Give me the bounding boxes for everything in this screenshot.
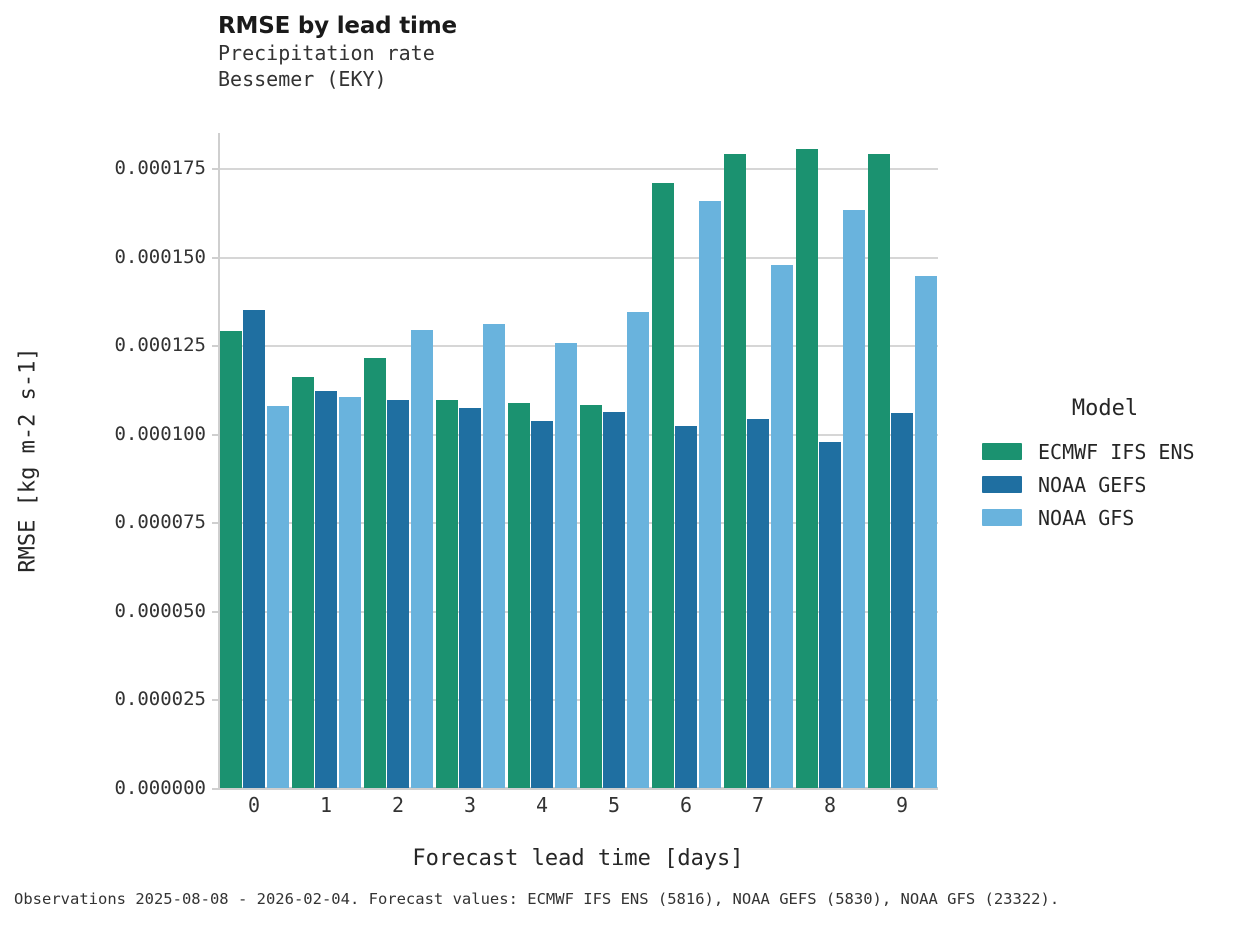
- y-tick-label: 0.000175: [114, 157, 206, 180]
- y-tick-label: 0.000000: [114, 777, 206, 799]
- chart-subtitle-station: Bessemer (EKY): [218, 67, 387, 91]
- bar[interactable]: [603, 412, 625, 788]
- bar-group: [219, 133, 289, 788]
- bar[interactable]: [507, 402, 530, 788]
- bar-group: [651, 133, 721, 788]
- x-tick-label: 3: [463, 793, 477, 817]
- x-tick-label: 9: [895, 793, 909, 817]
- bar[interactable]: [723, 154, 746, 788]
- y-axis-title: RMSE [kg m-2 s-1]: [15, 347, 41, 573]
- bar[interactable]: [891, 413, 913, 788]
- y-tick-label: 0.000050: [114, 599, 206, 622]
- footer-note: Observations 2025-08-08 - 2026-02-04. Fo…: [14, 890, 1060, 908]
- x-tick-label: 7: [751, 793, 765, 817]
- y-axis-tick: [212, 345, 220, 348]
- bar[interactable]: [819, 441, 841, 788]
- bar[interactable]: [531, 420, 553, 788]
- y-tick-label: 0.000025: [114, 688, 206, 711]
- bar-group: [867, 133, 937, 788]
- y-axis-line: [218, 133, 220, 788]
- bar[interactable]: [291, 377, 314, 788]
- bar[interactable]: [554, 342, 577, 788]
- bar[interactable]: [675, 426, 697, 788]
- chart-titles: RMSE by lead time Precipitation rate Bes…: [218, 12, 457, 92]
- y-axis-tick: [212, 433, 220, 436]
- bar[interactable]: [698, 200, 721, 788]
- y-axis-tick: [212, 168, 220, 171]
- legend-item-label: NOAA GEFS: [1038, 472, 1147, 497]
- bar[interactable]: [459, 408, 481, 788]
- x-tick-label: 5: [607, 793, 621, 817]
- chart-subtitle-variable: Precipitation rate: [218, 41, 435, 65]
- gridline: [220, 345, 938, 348]
- y-tick-label: 0.000150: [114, 245, 206, 268]
- plot-area: 0.000000 0.000025 0.000050 0.000075 0.000100…: [114, 133, 938, 817]
- gridline: [220, 168, 938, 171]
- bar[interactable]: [914, 276, 937, 788]
- legend-entries: ECMWF IFS ENS NOAA GEFS NOAA GFS: [982, 435, 1232, 534]
- y-axis-tick: [212, 256, 220, 259]
- legend-color-swatch: [982, 509, 1022, 526]
- y-axis-tick: [212, 699, 220, 702]
- bar[interactable]: [410, 329, 433, 788]
- gridline: [220, 610, 938, 613]
- bar[interactable]: [651, 182, 674, 788]
- legend: Model ECMWF IFS ENS NOAA GEFS NOAA GFS: [982, 396, 1232, 534]
- page-title: RMSE by lead time: [218, 13, 457, 39]
- bar[interactable]: [579, 404, 602, 788]
- gridline: [220, 522, 938, 525]
- bar-group: [507, 133, 577, 788]
- bar-group: [579, 133, 649, 788]
- x-axis-title: Forecast lead time [days]: [412, 846, 744, 871]
- legend-color-swatch: [982, 476, 1022, 493]
- bar[interactable]: [243, 310, 265, 788]
- legend-item[interactable]: NOAA GFS: [982, 501, 1232, 534]
- y-axis-tick: [212, 522, 220, 525]
- bar[interactable]: [770, 264, 793, 788]
- bar[interactable]: [435, 400, 458, 788]
- bar[interactable]: [363, 357, 386, 788]
- x-tick-label: 8: [823, 793, 837, 817]
- bar[interactable]: [338, 396, 361, 788]
- bars-layer: [218, 133, 938, 788]
- bar-group: [435, 133, 505, 788]
- bar[interactable]: [482, 324, 505, 788]
- bar[interactable]: [842, 210, 865, 788]
- legend-item-label: ECMWF IFS ENS: [1038, 439, 1195, 464]
- bar[interactable]: [387, 400, 409, 788]
- x-tick-label: 1: [319, 793, 333, 817]
- legend-color-swatch: [982, 443, 1022, 460]
- bar-group: [795, 133, 865, 788]
- y-axis-tick: [212, 788, 220, 790]
- gridline: [220, 699, 938, 702]
- gridline: [220, 433, 938, 436]
- bar-group: [723, 133, 793, 788]
- x-tick-label: 2: [391, 793, 405, 817]
- bar[interactable]: [219, 331, 242, 788]
- bar-group: [291, 133, 361, 788]
- y-axis-tick: [212, 610, 220, 613]
- y-tick-label: 0.000075: [114, 511, 206, 534]
- y-tick-label: 0.000100: [114, 422, 206, 445]
- legend-item-label: NOAA GFS: [1038, 505, 1135, 530]
- x-axis-line: [218, 787, 938, 790]
- gridline: [220, 256, 938, 259]
- x-tick-label: 4: [535, 793, 549, 817]
- bar-group: [363, 133, 433, 788]
- bar[interactable]: [315, 390, 337, 788]
- x-tick-label: 6: [679, 793, 693, 817]
- bar[interactable]: [266, 406, 289, 788]
- bar[interactable]: [867, 154, 890, 788]
- bar[interactable]: [795, 148, 818, 788]
- x-tick-label: 0: [247, 793, 261, 817]
- bar[interactable]: [626, 311, 649, 788]
- legend-title: Model: [1071, 396, 1139, 421]
- legend-item[interactable]: NOAA GEFS: [982, 468, 1232, 501]
- y-tick-label: 0.000125: [114, 334, 206, 357]
- legend-item[interactable]: ECMWF IFS ENS: [982, 435, 1232, 468]
- bar[interactable]: [747, 419, 769, 788]
